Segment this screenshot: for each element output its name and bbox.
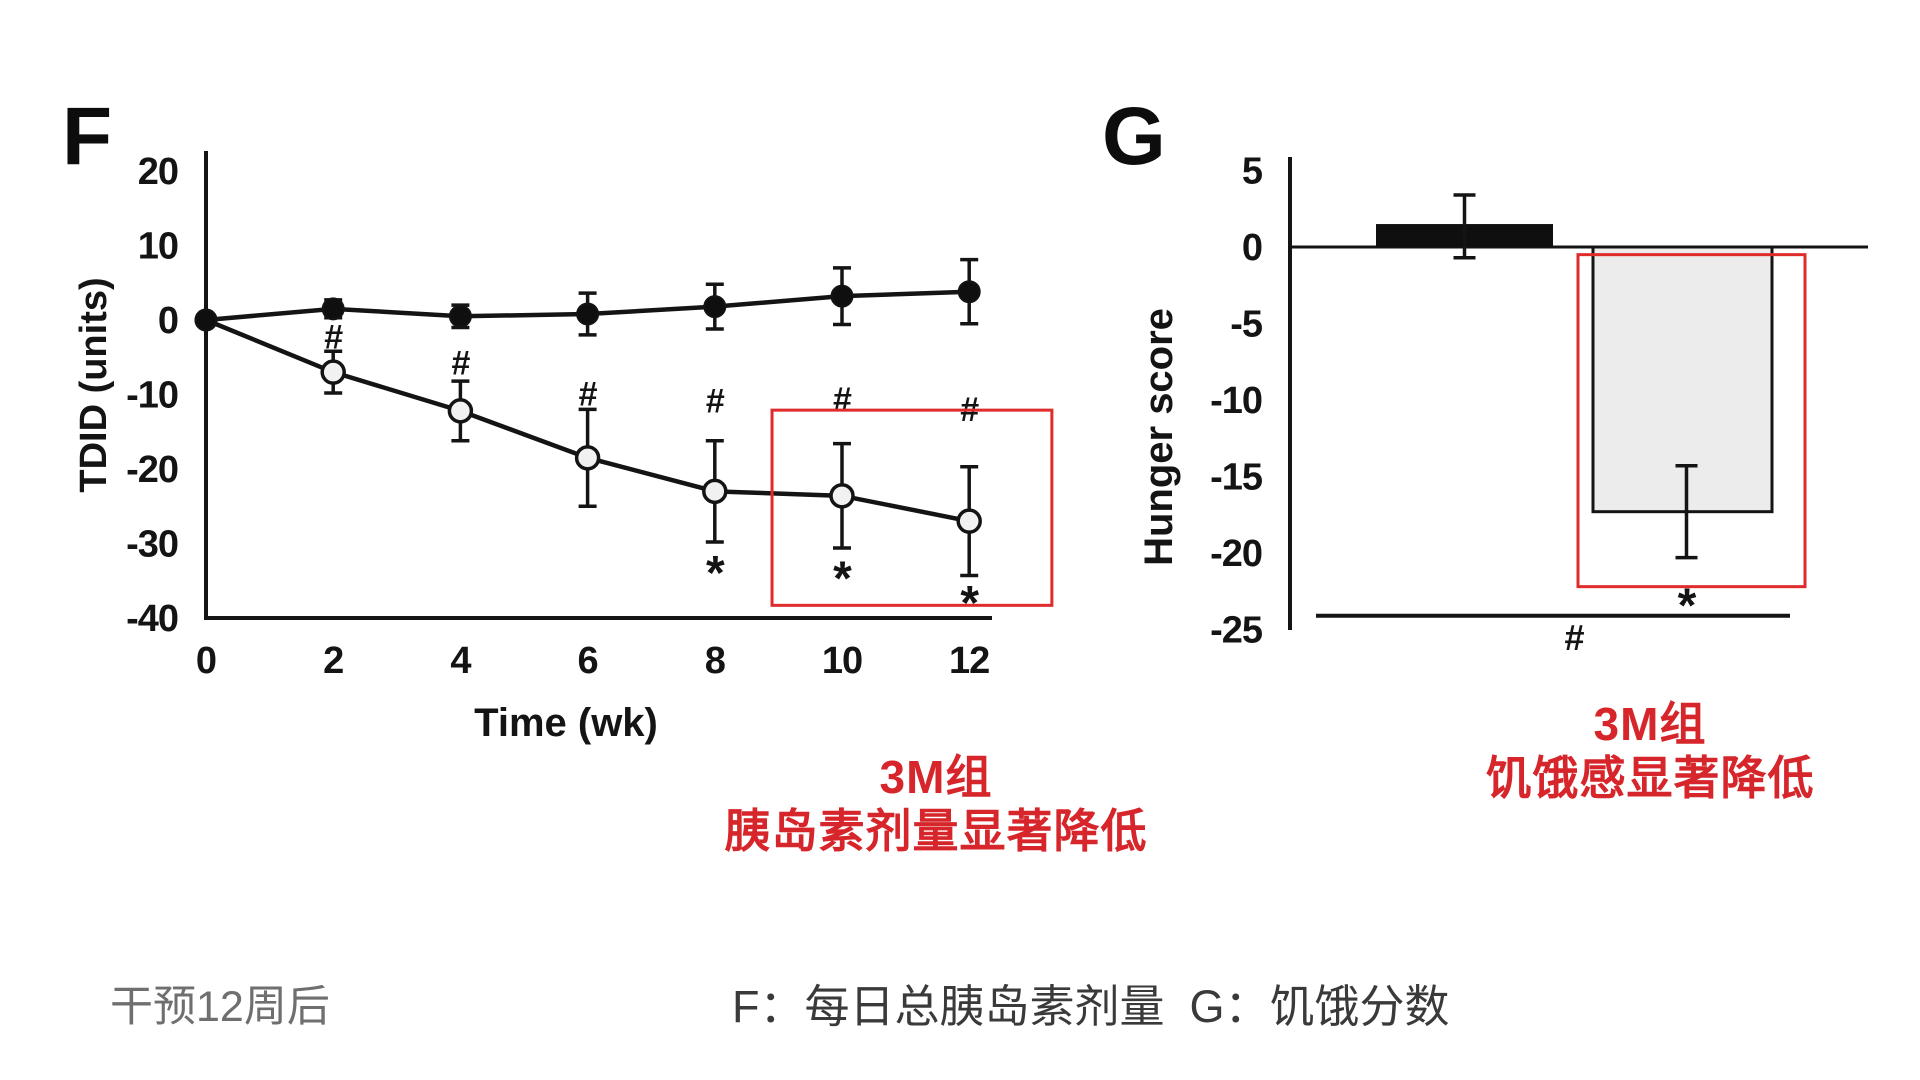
f-3M-group-marker-wk12 (956, 508, 982, 534)
footer-note: 干预12周后 (110, 983, 330, 1031)
g-star: * (1678, 579, 1697, 632)
f-y-tick-10: 10 (138, 226, 178, 268)
f-hash-wk10: # (833, 381, 852, 419)
panel-g-plot: 5 0 -5 -10 -15 -20 -25 Hunger score * # (1137, 151, 1868, 658)
f-3M-group-marker-wk8 (702, 478, 728, 505)
callout-f-line2: 胰岛素剂量显著降低 (724, 805, 1148, 857)
g-bar-3M-group (1591, 245, 1774, 514)
f-hash-wk8: # (706, 383, 725, 421)
f-control-group-marker-wk4 (448, 304, 472, 328)
f-series-3M-group (194, 308, 982, 578)
callout-g: 3M组 饥饿感显著降低 (1330, 697, 1920, 805)
g-hash: # (1564, 617, 1584, 658)
f-hash-wk2: # (324, 319, 343, 357)
g-y-tick--25: -25 (1210, 610, 1263, 652)
g-y-axis-title: Hunger score (1137, 308, 1181, 566)
callout-f-line1: 3M组 (879, 751, 993, 803)
f-y-tick--20: -20 (126, 449, 178, 491)
f-3M-group-marker-wk0 (194, 308, 218, 332)
f-y-tick-0: 0 (158, 300, 178, 342)
g-y-tick--5: -5 (1230, 304, 1263, 346)
f-3M-group-marker-wk2 (320, 359, 346, 385)
f-y-tick--30: -30 (126, 524, 178, 566)
f-y-tick--40: -40 (126, 598, 178, 640)
f-x-tick-10: 10 (822, 640, 862, 682)
f-y-tick--10: -10 (126, 375, 178, 417)
g-y-tick--15: -15 (1210, 457, 1263, 499)
f-star-wk12: * (960, 577, 979, 630)
f-x-tick-2: 2 (323, 640, 343, 682)
f-control-group-marker-wk6 (576, 302, 600, 326)
f-x-tick-12: 12 (949, 640, 989, 682)
f-x-tick-8: 8 (705, 640, 725, 682)
f-3M-group-marker-wk4 (447, 398, 474, 424)
callout-g-line1: 3M组 (1593, 698, 1707, 750)
f-x-axis-title: Time (wk) (474, 701, 658, 745)
panel-f-label: F (62, 91, 113, 182)
callout-f: 3M组 胰岛素剂量显著降低 (616, 750, 1256, 858)
g-y-tick-5: 5 (1242, 151, 1263, 193)
g-highlight-box (1576, 253, 1807, 589)
f-control-group-marker-wk12 (957, 280, 981, 304)
f-y-tick-20: 20 (138, 151, 178, 193)
footer-caption: F：每日总胰岛素剂量 G：饥饿分数 (732, 981, 1450, 1032)
callout-g-line2: 饥饿感显著降低 (1485, 752, 1815, 804)
f-control-group-marker-wk2 (321, 297, 345, 321)
g-y-tick-0: 0 (1242, 227, 1262, 269)
f-3M-group-marker-wk10 (829, 483, 855, 509)
panel-f-plot: 20 10 0 -10 -20 -30 -40 0 2 4 6 8 10 12 Time (wk) TDID … (73, 151, 1054, 745)
f-y-axis-title: TDID (units) (73, 277, 115, 492)
f-3M-group-marker-wk6 (574, 445, 601, 471)
f-control-group-marker-wk10 (830, 284, 854, 308)
f-highlight-box (770, 408, 1054, 607)
panel-g-label: G (1102, 91, 1166, 182)
f-hash-wk6: # (579, 375, 598, 413)
g-y-tick--20: -20 (1210, 533, 1262, 575)
f-x-tick-6: 6 (578, 640, 598, 682)
f-control-group-marker-wk8 (703, 295, 727, 319)
f-series-control-group (194, 257, 981, 337)
f-x-tick-4: 4 (450, 640, 471, 682)
f-hash-wk4: # (451, 345, 470, 383)
f-star-wk8: * (706, 547, 725, 600)
f-star-wk10: * (833, 552, 852, 605)
f-x-tick-0: 0 (196, 640, 216, 682)
g-y-tick--10: -10 (1210, 380, 1262, 422)
